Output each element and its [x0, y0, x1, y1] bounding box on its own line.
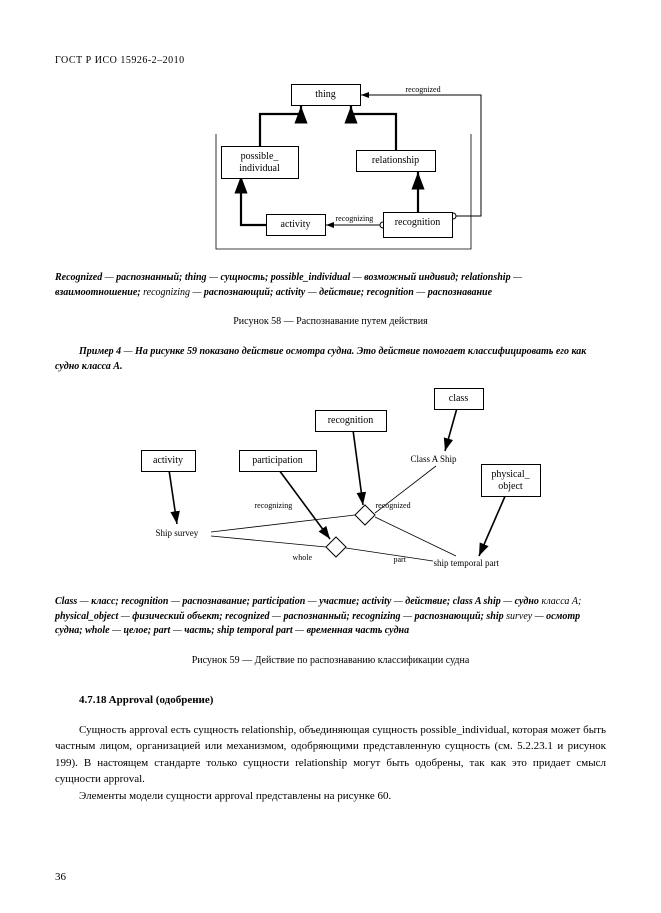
figure-58-legend: Recognized — распознанный; thing — сущно…: [55, 271, 606, 300]
figure-58-caption: Рисунок 58 — Распознавание путем действи…: [55, 316, 606, 327]
figure-59-caption: Рисунок 59 — Действие по распознаванию к…: [55, 655, 606, 666]
fig58-node-relation: relationship: [356, 150, 436, 172]
fig58-edgelabel-recognized: recognized: [406, 85, 441, 94]
fig58-edgelabel-recognizing: recognizing: [336, 214, 374, 223]
figure-59-legend: Class — класс; recognition — распознаван…: [55, 595, 606, 639]
fig58-node-thing: thing: [291, 84, 361, 106]
section-4-7-18-title: 4.7.18 Approval (одобрение): [55, 694, 606, 706]
fig58-node-activity: activity: [266, 214, 326, 236]
fig59-edgelabel-whole: whole: [293, 553, 313, 562]
page-number: 36: [55, 871, 66, 883]
fig59-edgelabel-recognized: recognized: [376, 501, 411, 510]
fig59-node-recognition: recognition: [315, 410, 387, 432]
fig58-node-possible: possible_individual: [221, 146, 299, 179]
document-header: ГОСТ Р ИСО 15926-2–2010: [55, 55, 606, 66]
fig58-node-recognition: recognition: [383, 212, 453, 238]
figure-59: class recognition activity participation phy…: [55, 388, 606, 583]
fig59-label-ship_surv: Ship survey: [156, 528, 199, 538]
fig59-label-ship_tp: ship temporal part: [434, 558, 499, 568]
figure-58: thing possible_individual relationship acti…: [55, 84, 606, 259]
fig59-label-class_a: Class A Ship: [411, 454, 457, 464]
fig59-edgelabel-part: part: [394, 555, 406, 564]
fig59-node-participation: participation: [239, 450, 317, 472]
fig59-node-class: class: [434, 388, 484, 410]
example-4: Пример 4 — На рисунке 59 показано действ…: [55, 345, 606, 374]
fig59-node-physical: physical_object: [481, 464, 541, 497]
section-body: Сущность approval есть сущность relation…: [55, 722, 606, 805]
body-paragraph-2: Элементы модели сущности approval предст…: [55, 788, 606, 805]
body-paragraph-1: Сущность approval есть сущность relation…: [55, 722, 606, 788]
fig59-edgelabel-recognizing: recognizing: [255, 501, 293, 510]
fig59-node-activity: activity: [141, 450, 196, 472]
